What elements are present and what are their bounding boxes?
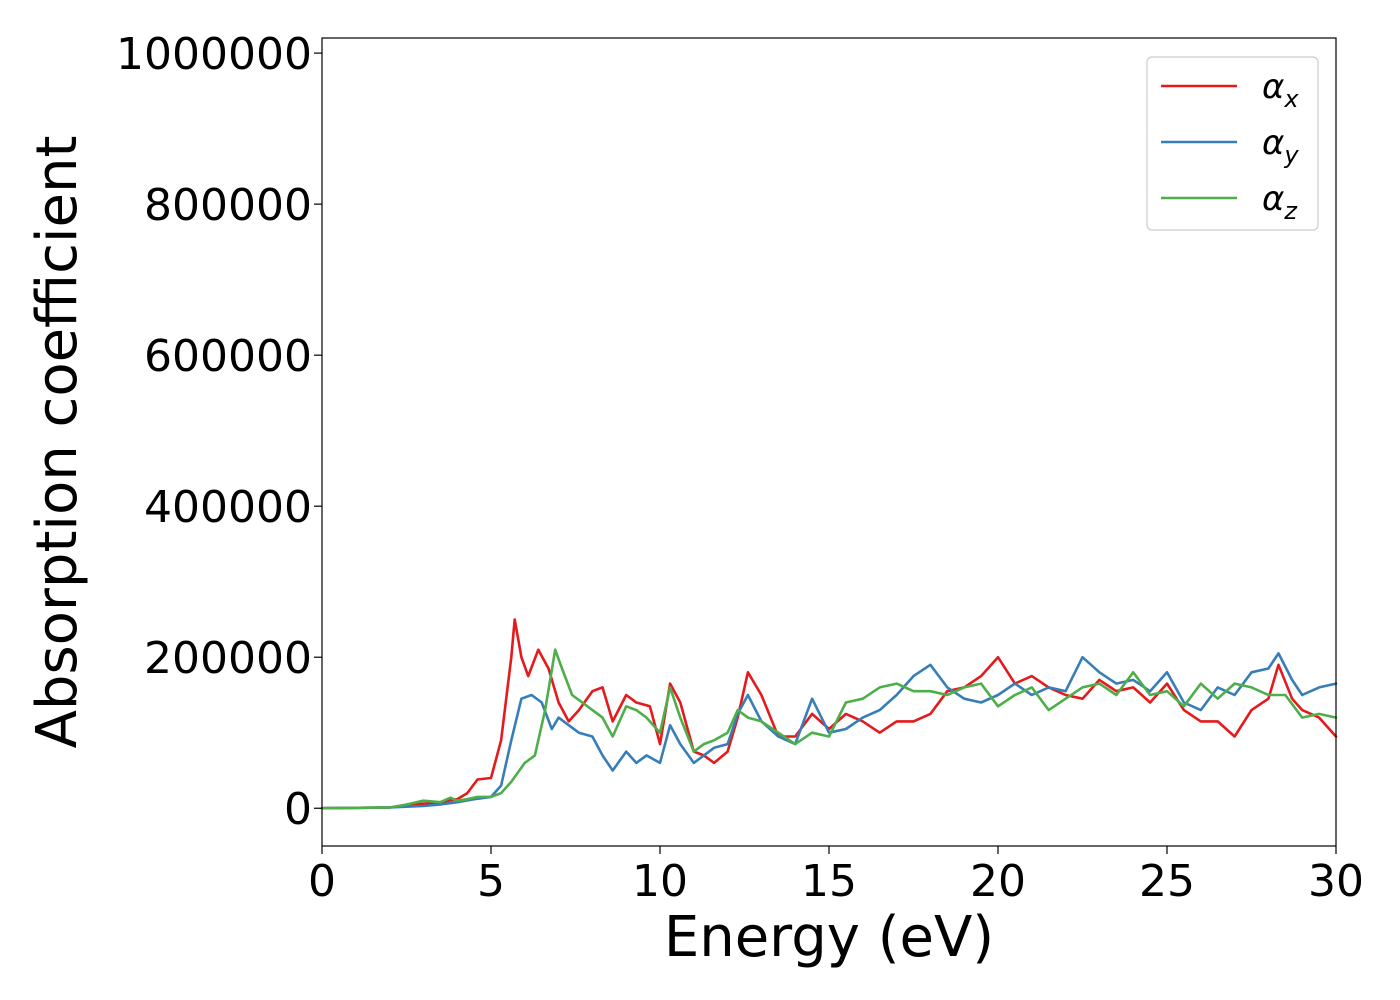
legend: αx αy αz	[1146, 56, 1319, 231]
y-tick-label: 800000	[144, 180, 312, 231]
y-tick-label: 600000	[144, 331, 312, 382]
y-tick-label: 0	[284, 784, 312, 835]
legend-box	[1146, 56, 1319, 231]
legend-label-y: αy	[1262, 123, 1299, 169]
series-line-z	[320, 648, 1338, 810]
y-axis-title: Absorption coefficient	[25, 136, 90, 749]
x-axis-title: Energy (eV)	[664, 905, 994, 970]
legend-label-x: αx	[1262, 67, 1299, 113]
x-tick-label: 5	[477, 856, 505, 907]
x-axis: 0 5 10 15 20 25 30	[308, 846, 1364, 907]
x-tick-label: 30	[1308, 856, 1364, 907]
x-tick-label: 15	[801, 856, 857, 907]
x-tick-label: 0	[308, 856, 336, 907]
series-line-y	[320, 652, 1338, 810]
y-tick-label: 1000000	[116, 29, 312, 80]
y-tick-label: 400000	[144, 482, 312, 533]
legend-label-z: αz	[1262, 179, 1298, 225]
y-axis: 0 200000 400000 600000 800000 1000000	[116, 29, 322, 835]
x-tick-label: 10	[632, 856, 688, 907]
series-layer	[320, 618, 1338, 810]
x-tick-label: 25	[1139, 856, 1195, 907]
y-tick-label: 200000	[144, 633, 312, 684]
x-tick-label: 20	[970, 856, 1026, 907]
